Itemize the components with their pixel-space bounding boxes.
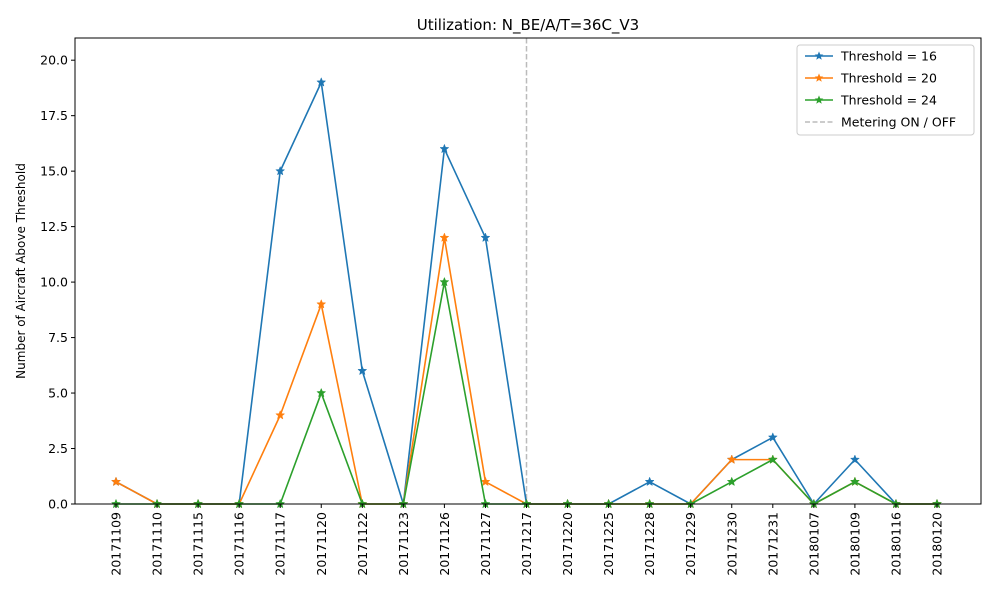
x-tick-label: 20171220 — [560, 512, 575, 576]
series-1-point-20171228 — [644, 476, 655, 487]
x-tick-label: 20171123 — [396, 512, 411, 576]
series-2-point-20171126 — [439, 232, 450, 242]
legend-label: Threshold = 20 — [840, 71, 937, 86]
x-tick-label: 20180116 — [888, 512, 903, 576]
legend-label: Threshold = 16 — [840, 49, 937, 64]
axes-layer: 0.0 2.5 5.0 7.5 10.0 12.5 15.0 17.5 20.0 20171109… — [40, 37, 982, 576]
x-tick-label: 20171120 — [314, 512, 329, 576]
x-tick-label: 20171225 — [601, 512, 616, 576]
y-tick-label: 10.0 — [40, 275, 68, 290]
chart-title: Utilization: N_BE/A/T=36C_V3 — [417, 16, 639, 35]
x-tick-label: 20171110 — [150, 512, 165, 576]
x-tick-label: 20171126 — [437, 512, 452, 576]
series-1-point-20171231 — [767, 432, 778, 442]
legend-marker — [814, 73, 824, 82]
legend-box — [796, 44, 975, 136]
x-tick-label: 20171127 — [478, 512, 493, 576]
legend-marker — [814, 95, 824, 104]
series-2-point-20171120 — [316, 299, 327, 309]
legend: Threshold = 16 Threshold = 20 Threshold = … — [796, 44, 975, 136]
legend-entry-3: Threshold = 24 — [805, 93, 937, 108]
y-tick-label: 17.5 — [40, 108, 68, 123]
y-tick-label: 5.0 — [48, 386, 68, 401]
series-3-point-20171120 — [316, 387, 327, 398]
x-tick-label: 20171217 — [519, 512, 534, 576]
series-3-point-20171126 — [439, 276, 450, 287]
series-1-point-20180109 — [849, 454, 860, 464]
x-tick-label: 20171230 — [724, 512, 739, 576]
y-tick-label: 20.0 — [40, 53, 68, 68]
y-axis-label: Number of Aircraft Above Threshold — [14, 163, 28, 379]
y-tick-label: 2.5 — [48, 441, 68, 456]
series-1-point-20171122 — [357, 365, 368, 376]
x-tick-label: 20171116 — [232, 512, 247, 576]
y-tick-label: 7.5 — [48, 330, 68, 345]
x-tick-label: 20180107 — [806, 512, 821, 576]
y-tick-label: 0.0 — [48, 497, 68, 512]
x-tick-label: 20171117 — [273, 512, 288, 576]
legend-entry-2: Threshold = 20 — [805, 71, 937, 86]
legend-entry-4: Metering ON / OFF — [805, 115, 956, 130]
x-tick-label: 20171109 — [109, 512, 124, 576]
series-2-point-20171117 — [275, 409, 286, 420]
series-1-point-20171120 — [316, 77, 327, 87]
y-tick-label: 12.5 — [40, 219, 68, 234]
x-tick-label: 20180120 — [930, 512, 945, 576]
series-3-point-20171231 — [767, 454, 778, 464]
y-tick-label: 15.0 — [40, 164, 68, 179]
series-2-point-20171127 — [480, 476, 491, 487]
x-tick-label: 20171229 — [683, 512, 698, 576]
plot-frame — [74, 37, 982, 505]
series-3-point-20180109 — [849, 476, 860, 487]
x-tick-label: 20180109 — [847, 512, 862, 576]
series-1-point-20171117 — [275, 165, 286, 176]
legend-label: Threshold = 24 — [840, 93, 937, 108]
series-2-point-20171230 — [726, 454, 737, 464]
legend-label: Metering ON / OFF — [841, 115, 956, 130]
series-1-point-20171127 — [480, 232, 491, 242]
x-tick-label: 20171115 — [191, 512, 206, 576]
legend-entry-1: Threshold = 16 — [805, 49, 937, 64]
series-3-point-20171230 — [726, 476, 737, 487]
x-tick-label: 20171228 — [642, 512, 657, 576]
series-2-point-20171109 — [110, 476, 122, 487]
legend-marker — [814, 51, 824, 60]
x-tick-label: 20171231 — [765, 512, 780, 576]
series-1-point-20171126 — [439, 143, 450, 154]
x-tick-label: 20171122 — [355, 512, 370, 576]
